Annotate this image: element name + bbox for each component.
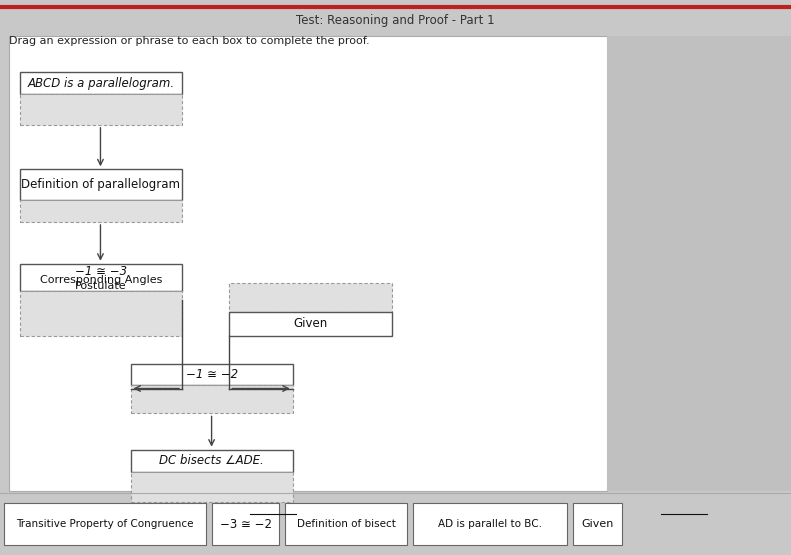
Bar [229, 283, 392, 312]
Bar [573, 503, 622, 545]
Bar [4, 503, 206, 545]
Bar [20, 291, 182, 336]
Bar [20, 72, 182, 94]
Text: Drag an expression or phrase to each box to complete the proof.: Drag an expression or phrase to each box… [9, 36, 370, 46]
Bar [9, 36, 607, 491]
Text: Given: Given [293, 317, 327, 330]
Bar [229, 312, 392, 336]
Bar [212, 503, 279, 545]
Text: Postulate: Postulate [75, 281, 127, 291]
Bar [20, 200, 182, 222]
Text: Definition of parallelogram: Definition of parallelogram [21, 178, 180, 191]
Text: ABCD is a parallelogram.: ABCD is a parallelogram. [28, 77, 174, 90]
Text: Transitive Property of Congruence: Transitive Property of Congruence [16, 519, 194, 529]
Bar [20, 264, 182, 291]
Bar [0, 493, 791, 555]
Bar [607, 36, 791, 491]
Text: Test: Reasoning and Proof - Part 1: Test: Reasoning and Proof - Part 1 [296, 14, 495, 27]
Text: −1 ≅ −2: −1 ≅ −2 [186, 367, 237, 381]
Bar [131, 385, 293, 413]
Bar [413, 503, 567, 545]
Bar [20, 94, 182, 125]
Text: Given: Given [581, 519, 613, 529]
Bar [285, 503, 407, 545]
Text: DC bisects ∠ADE.: DC bisects ∠ADE. [159, 454, 264, 467]
Text: −1 ≅ −3: −1 ≅ −3 [75, 265, 127, 278]
Bar [131, 450, 293, 472]
Bar [131, 472, 293, 502]
Text: −3 ≅ −2: −3 ≅ −2 [220, 518, 271, 531]
Text: Corresponding Angles: Corresponding Angles [40, 275, 162, 285]
Text: Definition of bisect: Definition of bisect [297, 519, 396, 529]
Text: AD is parallel to BC.: AD is parallel to BC. [438, 519, 542, 529]
Bar [131, 364, 293, 385]
Bar [20, 169, 182, 200]
